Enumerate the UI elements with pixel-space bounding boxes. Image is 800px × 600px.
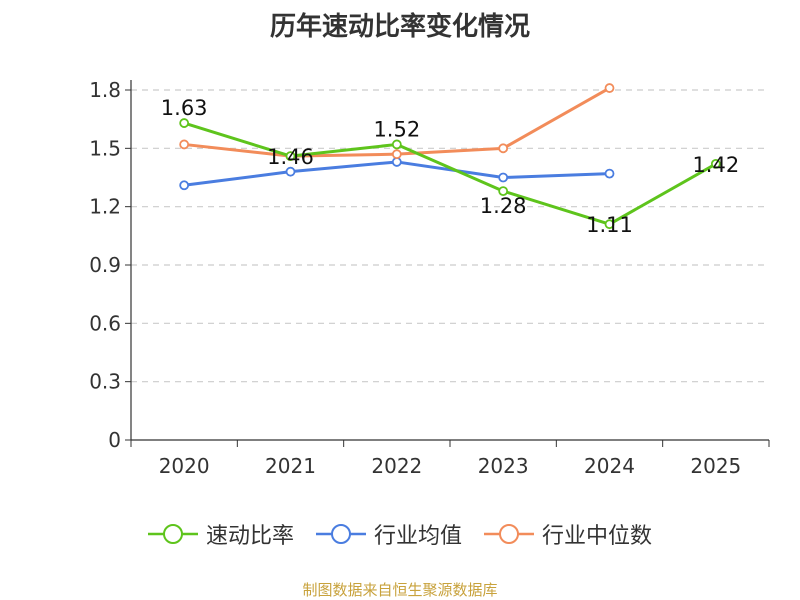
data-label: 1.46 [267, 145, 314, 169]
legend-swatch-industry-mean [315, 524, 366, 544]
data-point [179, 118, 190, 128]
legend-item-industry-median[interactable]: 行业中位数 [484, 518, 652, 550]
data-label: 1.28 [480, 194, 527, 218]
x-tick-label: 2024 [584, 454, 635, 478]
data-point [498, 172, 509, 183]
y-tick-label: 0.6 [89, 311, 121, 335]
data-point [179, 180, 190, 191]
x-tick-label: 2020 [159, 454, 210, 478]
source-note: 制图数据来自恒生聚源数据库 [302, 581, 498, 599]
x-tick-label: 2022 [371, 454, 422, 478]
legend-swatch-industry-median [484, 524, 534, 544]
legend-item-quick-ratio[interactable]: 速动比率 [147, 518, 294, 550]
y-axis-ticks: 0 0.3 0.6 0.9 1.2 1.5 1.8 [89, 78, 131, 452]
legend-item-industry-mean[interactable]: 行业均值 [315, 518, 462, 550]
data-point [391, 149, 402, 160]
x-axis-ticks: 2020 2021 2022 2023 2024 2025 [130, 440, 770, 478]
data-point [391, 157, 402, 167]
series-line [183, 121, 717, 226]
data-point [179, 139, 190, 150]
legend: 速动比率 行业均值 行业中位数 [0, 518, 800, 550]
data-point [604, 219, 615, 230]
y-tick-label: 0.9 [89, 253, 121, 277]
data-label: 1.52 [373, 117, 420, 141]
data-point [604, 168, 615, 179]
data-label: 1.11 [586, 213, 633, 237]
legend-label-industry-mean: 行业均值 [373, 524, 462, 549]
data-point [498, 186, 509, 197]
data-label: 1.63 [161, 96, 208, 120]
series-lines [179, 83, 721, 230]
axes [130, 80, 769, 441]
data-point [710, 158, 721, 169]
data-point [498, 143, 509, 154]
grid-lines [131, 89, 769, 383]
data-point [604, 83, 615, 93]
y-tick-label: 0 [108, 428, 121, 452]
chart-title: 历年速动比率变化情况 [269, 12, 530, 42]
legend-swatch-quick-ratio [147, 524, 198, 544]
y-tick-label: 1.5 [89, 136, 121, 160]
data-label: 1.42 [692, 153, 739, 177]
y-tick-label: 1.2 [89, 195, 121, 219]
data-point [285, 166, 296, 177]
x-tick-label: 2023 [478, 454, 529, 478]
x-tick-label: 2025 [690, 454, 741, 478]
y-tick-label: 1.8 [89, 78, 121, 102]
legend-label-quick-ratio: 速动比率 [205, 524, 294, 549]
legend-label-industry-median: 行业中位数 [542, 524, 653, 549]
x-tick-label: 2021 [265, 454, 316, 478]
y-tick-label: 0.3 [89, 370, 121, 394]
data-point [285, 151, 296, 162]
data-point [391, 139, 402, 150]
data-labels: 1.63 1.46 1.52 1.28 1.11 1.42 [161, 96, 739, 237]
